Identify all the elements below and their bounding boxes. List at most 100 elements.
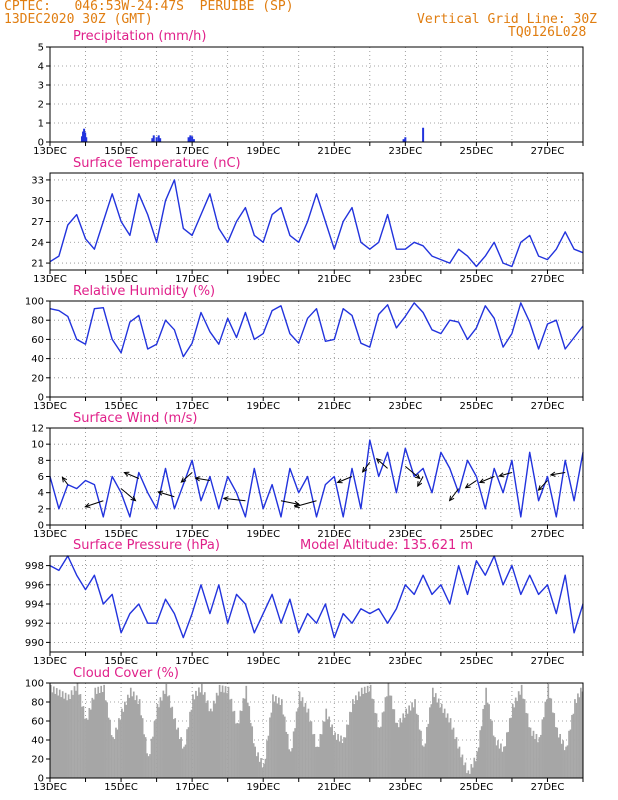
cloud-bar — [76, 683, 79, 778]
cloud-bar — [248, 706, 251, 778]
cloud-bar — [263, 763, 265, 778]
x-tick-label-cloud: 19DEC — [246, 782, 280, 793]
x-tick-label-precip: 19DEC — [246, 146, 280, 157]
cloud-bar — [153, 721, 156, 778]
cloud-bar — [423, 746, 425, 778]
cloud-bar — [255, 756, 258, 778]
cloud-bar — [192, 694, 194, 778]
wind-arrow — [280, 500, 300, 505]
cloud-bar — [543, 717, 545, 778]
precip-bar — [82, 131, 85, 142]
y-tick-label-rh: 20 — [31, 373, 44, 384]
y-tick-label-cloud: 80 — [31, 698, 44, 709]
cloud-bar — [224, 686, 227, 778]
cloud-bar — [131, 696, 134, 778]
cloud-bar — [103, 684, 105, 778]
cloud-bar — [168, 695, 171, 778]
cloud-bar — [439, 707, 442, 778]
cloud-bar — [400, 722, 403, 778]
cloud-bar — [457, 748, 459, 778]
cloud-bar — [181, 748, 184, 778]
wind-arrow — [294, 500, 317, 508]
cloud-bar — [155, 719, 157, 778]
cloud-bar — [443, 708, 446, 778]
cloud-bar — [520, 684, 523, 778]
wind-arrow-head — [336, 478, 343, 484]
cloud-bar — [460, 757, 462, 778]
cloud-bar — [431, 687, 434, 778]
cloud-bar — [535, 733, 538, 778]
cloud-bar — [531, 735, 533, 778]
y-tick-label-rh: 40 — [31, 354, 44, 365]
panel-frame-wind — [49, 427, 584, 526]
panel-subtitle-press: Model Altitude: 135.621 m — [300, 538, 473, 553]
cloud-bar — [508, 718, 511, 778]
wind-arrow-head — [361, 466, 368, 473]
cloud-bar — [254, 746, 256, 778]
wind-arrow — [362, 462, 371, 473]
y-tick-label-press: 996 — [25, 580, 44, 591]
cloud-bar — [214, 703, 217, 778]
wind-arrow — [417, 476, 424, 487]
y-tick-label-wind: 0 — [38, 521, 44, 532]
cloud-bar — [126, 694, 129, 778]
precip-bar — [85, 137, 88, 142]
y-tick-label-wind: 2 — [38, 504, 44, 515]
wind-arrow-head — [130, 495, 137, 502]
cloud-bar — [223, 692, 225, 778]
cloud-bar — [365, 692, 368, 778]
cloud-bar — [557, 737, 560, 778]
wind-arrow-head — [61, 476, 68, 483]
y-tick-label-precip: 0 — [38, 138, 44, 149]
cloud-bar — [569, 729, 572, 778]
cloud-bar — [303, 706, 305, 778]
cloud-bar — [79, 694, 82, 778]
cloud-bar — [394, 722, 397, 778]
cloud-bar — [212, 700, 215, 778]
cloud-bar — [498, 748, 501, 778]
panel-title-wind: Surface Wind (m/s) — [73, 411, 197, 426]
cloud-bar — [446, 713, 449, 778]
precip-bar — [189, 135, 192, 142]
cloud-bar — [383, 711, 385, 778]
cloud-bar — [164, 693, 166, 778]
x-tick-label-rh: 17DEC — [175, 401, 209, 412]
x-tick-label-temp: 21DEC — [317, 274, 351, 285]
y-tick-label-temp: 21 — [31, 259, 44, 270]
cloud-bar — [328, 716, 331, 778]
cloud-bar — [286, 733, 289, 778]
cloud-bar — [565, 746, 567, 778]
cloud-bar — [183, 746, 185, 778]
panel-frame-cloud — [49, 682, 584, 779]
cloud-bar — [82, 706, 85, 778]
cloud-bar — [537, 742, 539, 778]
x-tick-label-cloud: 17DEC — [175, 782, 209, 793]
cloud-bar — [513, 707, 516, 778]
cloud-bar — [221, 685, 224, 778]
cloud-bar — [252, 743, 255, 778]
y-tick-label-wind: 4 — [38, 488, 44, 499]
y-tick-label-rh: 100 — [25, 297, 44, 308]
y-tick-label-temp: 30 — [31, 196, 44, 207]
cloud-bar — [85, 718, 88, 778]
cloud-bar — [51, 692, 54, 778]
cloud-bar — [301, 697, 304, 778]
wind-arrow — [223, 497, 246, 502]
cloud-bar — [548, 697, 551, 778]
y-tick-label-wind: 6 — [38, 472, 44, 483]
cloud-bar — [146, 753, 148, 778]
cloud-bar — [424, 743, 427, 778]
x-tick-label-precip: 15DEC — [104, 146, 138, 157]
cloud-bar — [528, 727, 530, 778]
x-tick-label-press: 13DEC — [33, 656, 67, 667]
cloud-bar — [113, 739, 116, 778]
cloud-bar — [235, 723, 237, 778]
cloud-bar — [506, 732, 508, 778]
cloud-bar — [366, 685, 369, 778]
cloud-bar — [525, 712, 527, 778]
wind-arrow-head — [222, 496, 229, 502]
cloud-bar — [492, 735, 495, 778]
y-tick-label-rh: 60 — [31, 335, 44, 346]
cloud-bar — [551, 712, 554, 778]
cloud-bar — [349, 711, 351, 778]
